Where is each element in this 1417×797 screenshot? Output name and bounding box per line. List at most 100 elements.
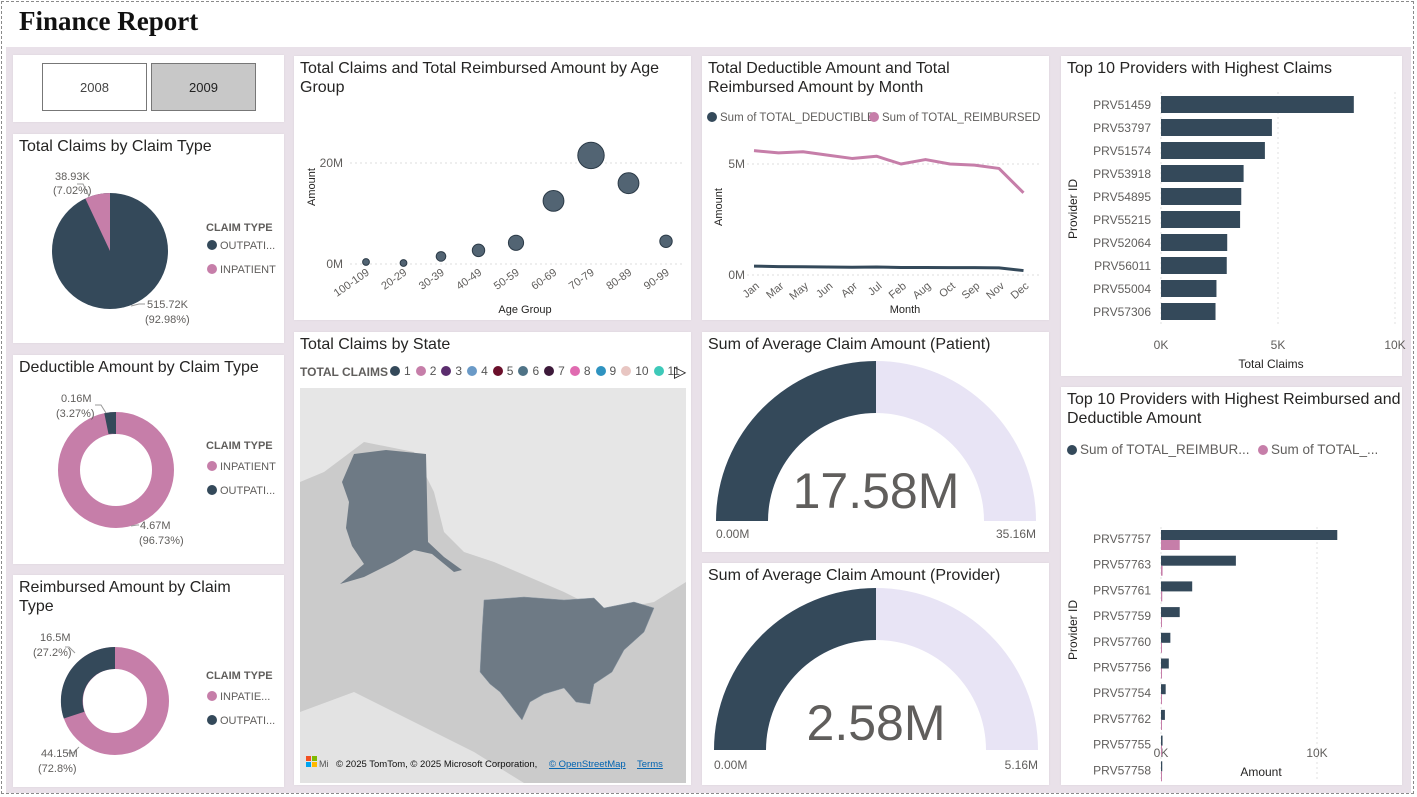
y-axis-title: Amount xyxy=(713,188,725,226)
donut-slice-inpatient[interactable] xyxy=(58,412,174,528)
legend-label: 2 xyxy=(429,364,437,378)
legend-label[interactable]: INPATIENT xyxy=(220,461,276,473)
bar-reimbursed[interactable] xyxy=(1161,735,1163,746)
microsoft-logo-icon xyxy=(312,756,317,761)
bar[interactable] xyxy=(1161,119,1272,136)
map-legend-item[interactable]: 2 xyxy=(415,364,437,378)
legend-label[interactable]: INPATIE... xyxy=(220,691,270,703)
contiguous-us-shape[interactable] xyxy=(479,596,655,721)
y-axis-title: Provider ID xyxy=(1066,600,1080,660)
map-legend-item[interactable]: 8 xyxy=(569,364,591,378)
bar-deductible[interactable] xyxy=(1161,565,1163,576)
x-tick-label: May xyxy=(787,280,811,303)
gauge-fill[interactable] xyxy=(716,361,876,521)
bar[interactable] xyxy=(1161,96,1354,113)
bar[interactable] xyxy=(1161,188,1242,205)
x-axis-title: Age Group xyxy=(498,304,551,316)
map-legend-item[interactable]: 9 xyxy=(595,364,616,378)
map-legend-item[interactable]: 6 xyxy=(518,364,539,378)
bar[interactable] xyxy=(1161,280,1217,297)
leader-line xyxy=(130,303,145,307)
map-legend-item[interactable]: 5 xyxy=(492,364,513,378)
gauge-fill[interactable] xyxy=(714,588,876,750)
alaska-shape[interactable] xyxy=(340,450,462,584)
bar[interactable] xyxy=(1161,142,1265,159)
donut-slice-outpatient[interactable] xyxy=(104,412,116,434)
scatter-point[interactable] xyxy=(399,259,408,267)
bar-reimbursed[interactable] xyxy=(1161,607,1180,618)
scatter-point[interactable] xyxy=(471,243,486,258)
bar-deductible[interactable] xyxy=(1161,668,1162,679)
bar-reimbursed[interactable] xyxy=(1161,555,1236,566)
x-tick-label: Jun xyxy=(814,280,835,301)
claims-by-type-card: Total Claims by Claim Type 38.93K (7.02%… xyxy=(13,134,284,343)
y-tick-label: PRV54895 xyxy=(1093,190,1151,204)
legend-label[interactable]: OUTPATI... xyxy=(220,240,275,252)
line-series-deductible[interactable] xyxy=(753,264,1024,273)
bar-deductible[interactable] xyxy=(1161,745,1162,756)
legend-label[interactable]: OUTPATI... xyxy=(220,715,275,727)
x-tick-label: 40-49 xyxy=(454,267,484,293)
legend-label[interactable]: INPATIENT xyxy=(220,264,276,276)
y-tick-label: PRV52064 xyxy=(1093,236,1151,250)
bar[interactable] xyxy=(1161,234,1228,251)
scatter-point[interactable] xyxy=(542,189,565,212)
legend-label[interactable]: Sum of TOTAL_DEDUCTIBLE xyxy=(720,112,875,124)
bar-reimbursed[interactable] xyxy=(1161,632,1171,643)
terms-link[interactable]: Terms xyxy=(637,759,663,770)
legend-label: 10 xyxy=(635,364,649,378)
scatter-point[interactable] xyxy=(659,234,673,248)
bar-deductible[interactable] xyxy=(1161,617,1162,628)
x-tick-label: Feb xyxy=(887,280,909,301)
legend-label[interactable]: Sum of TOTAL_... xyxy=(1271,442,1378,457)
legend-label[interactable]: OUTPATI... xyxy=(220,485,275,497)
leader-line xyxy=(67,746,80,754)
pie-slice-inpatient[interactable] xyxy=(85,192,110,251)
legend-label[interactable]: Sum of TOTAL_REIMBUR... xyxy=(1080,442,1250,457)
bar[interactable] xyxy=(1161,211,1241,228)
map-legend-item[interactable]: 10 xyxy=(621,364,649,378)
bar-deductible[interactable] xyxy=(1161,771,1162,782)
bar-deductible[interactable] xyxy=(1161,694,1162,705)
slicer-option-2009[interactable]: 2009 xyxy=(151,63,256,111)
age-group-chart: 20M 0M Amount Age Group 100-109 20-29 30-3… xyxy=(306,141,684,316)
slicer-option-2008[interactable]: 2008 xyxy=(42,63,147,111)
map-legend-item[interactable]: 3 xyxy=(441,364,462,378)
card-title: Top 10 Providers with Highest Claims xyxy=(1067,60,1332,77)
line-series-reimbursed[interactable] xyxy=(753,149,1025,194)
bar-deductible[interactable] xyxy=(1161,719,1162,730)
canada-land xyxy=(300,388,686,612)
legend-label[interactable]: Sum of TOTAL_REIMBURSED xyxy=(882,112,1041,124)
bar-reimbursed[interactable] xyxy=(1161,658,1169,669)
scatter-point[interactable] xyxy=(507,234,525,251)
x-tick-label: 10K xyxy=(1306,746,1327,760)
map-legend-item[interactable]: 1 xyxy=(390,364,411,378)
donut-slice-outpatient[interactable] xyxy=(60,646,115,719)
gauge-max: 5.16M xyxy=(1005,758,1038,772)
x-tick-label: 30-39 xyxy=(417,267,447,293)
bar[interactable] xyxy=(1161,303,1216,320)
reimbursed-by-type-card: Reimbursed Amount by Claim Type 16.5M (2… xyxy=(13,575,284,787)
map-legend-item[interactable]: 7 xyxy=(544,364,565,378)
bar-reimbursed[interactable] xyxy=(1161,684,1166,695)
bar-deductible[interactable] xyxy=(1161,591,1163,602)
bar-reimbursed[interactable] xyxy=(1161,761,1163,772)
bar[interactable] xyxy=(1161,257,1227,274)
bar-deductible[interactable] xyxy=(1161,642,1162,653)
map-legend-item[interactable]: 11 xyxy=(653,364,680,378)
scatter-point[interactable] xyxy=(577,141,605,170)
osm-link[interactable]: © OpenStreetMap xyxy=(549,759,626,770)
bar[interactable] xyxy=(1161,165,1244,182)
map-legend-item[interactable]: 4 xyxy=(467,364,488,378)
bar-deductible[interactable] xyxy=(1161,540,1180,550)
bar-reimbursed[interactable] xyxy=(1161,530,1338,540)
scatter-point[interactable] xyxy=(362,258,370,266)
legend-next-arrow-icon[interactable]: ▷ xyxy=(674,364,687,381)
scatter-point[interactable] xyxy=(617,172,640,195)
bar-reimbursed[interactable] xyxy=(1161,709,1165,720)
legend-marker xyxy=(207,461,217,471)
us-state-map[interactable]: Mi © 2025 TomTom, © 2025 Microsoft Corpo… xyxy=(294,332,691,785)
scatter-point[interactable] xyxy=(435,251,447,262)
bar-reimbursed[interactable] xyxy=(1161,581,1193,592)
data-label: 44.15M xyxy=(41,748,78,760)
